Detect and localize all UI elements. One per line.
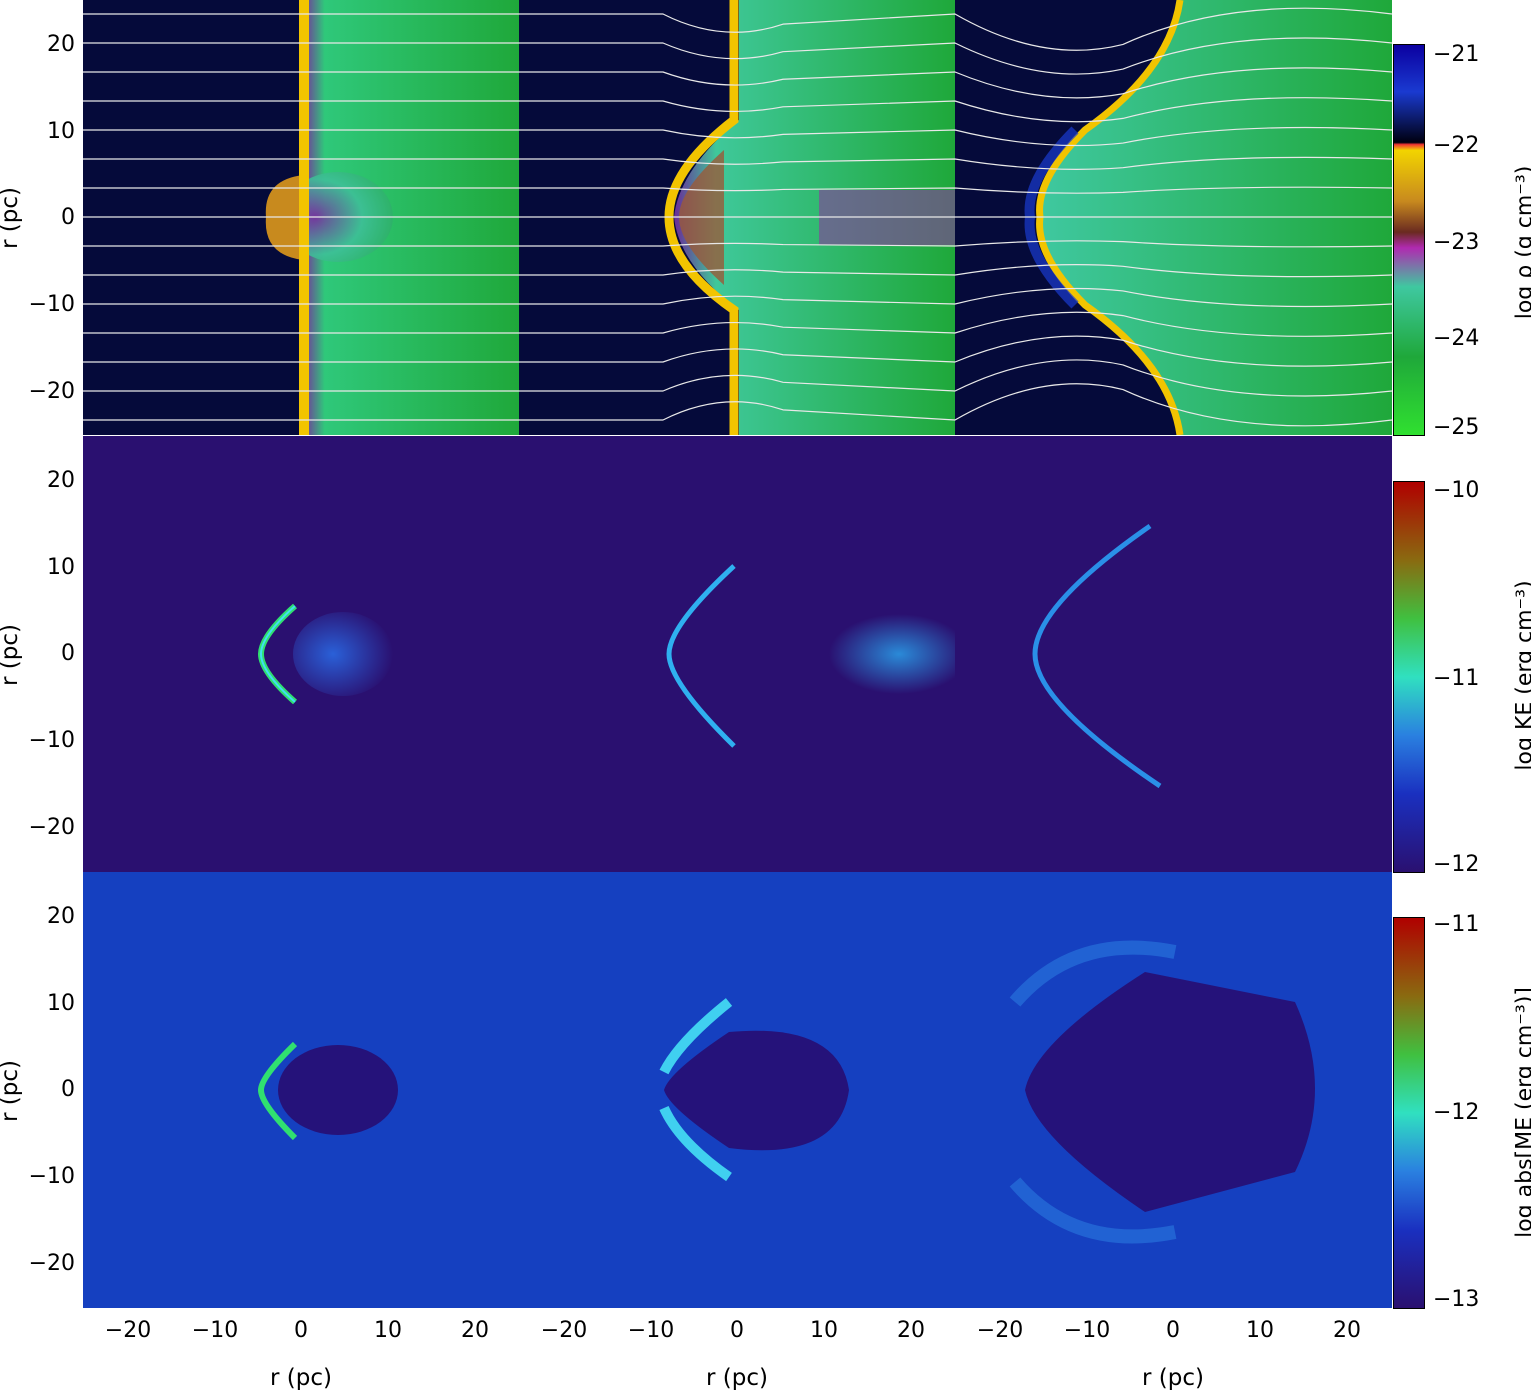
density-colorbar-label: log ρ (g cm⁻³)	[1512, 165, 1531, 320]
x-tick-label: −10	[627, 1318, 675, 1343]
me-colorbar-label: log abs[ME (erg cm⁻³)]	[1512, 987, 1531, 1238]
y-tick-label: 0	[61, 1077, 75, 1102]
x-tick-label: 10	[810, 1318, 838, 1343]
ke-colorbar-tick: −11	[1433, 666, 1480, 691]
me-colorbar-tick: −11	[1433, 912, 1480, 937]
x-tick-label: −10	[191, 1318, 239, 1343]
field-line	[83, 311, 1392, 337]
y-tick-label: 20	[47, 904, 75, 929]
density-colorbar	[1393, 44, 1425, 436]
field-line	[83, 264, 1392, 278]
x-tick-label: −20	[104, 1318, 152, 1343]
y-tick-label: −20	[28, 1251, 75, 1276]
density-colorbar-tick: −21	[1433, 42, 1480, 67]
field-line	[83, 126, 1392, 147]
density-colorbar-tick: −24	[1433, 326, 1480, 351]
x-tick-label: −10	[1063, 1318, 1111, 1343]
field-line	[83, 67, 1392, 99]
density-colorbar-tick: −23	[1433, 230, 1480, 255]
field-line	[83, 359, 1392, 397]
y-tick-label: −10	[28, 1164, 75, 1189]
field-line	[83, 335, 1392, 367]
y-tick-label: −10	[28, 292, 75, 317]
ke-panel-1	[83, 436, 519, 872]
x-tick-label: 20	[1333, 1318, 1361, 1343]
y-tick-label: 20	[47, 32, 75, 57]
field-line	[83, 186, 1392, 194]
field-line	[83, 37, 1392, 75]
ke-panel-2	[519, 436, 955, 872]
density-colorbar-tick: −22	[1433, 133, 1480, 158]
field-line	[83, 7, 1392, 51]
field-line	[83, 156, 1392, 170]
x-tick-label: 0	[1166, 1318, 1180, 1343]
y-tick-label: −10	[28, 728, 75, 753]
x-tick-label: 10	[1246, 1318, 1274, 1343]
x-tick-label: 0	[730, 1318, 744, 1343]
y-tick-label: 0	[61, 641, 75, 666]
x-tick-label: −20	[540, 1318, 588, 1343]
x-tick-label: 0	[294, 1318, 308, 1343]
y-tick-label: −20	[28, 379, 75, 404]
field-line	[83, 287, 1392, 308]
x-tick-label: −20	[976, 1318, 1024, 1343]
ke-panel-3	[955, 436, 1392, 872]
x-axis-label-col1: r (pc)	[270, 1365, 332, 1391]
field-line	[83, 97, 1392, 123]
y-tick-label: 10	[47, 119, 75, 144]
x-axis-label-col2: r (pc)	[706, 1365, 768, 1391]
magnetic-field-lines	[83, 7, 1392, 427]
y-tick-label: 0	[61, 205, 75, 230]
x-axis-label-col3: r (pc)	[1142, 1365, 1204, 1391]
me-panel-1	[83, 872, 519, 1308]
x-tick-label: 20	[897, 1318, 925, 1343]
ke-colorbar-tick: −10	[1433, 478, 1480, 503]
field-line	[83, 240, 1392, 248]
y-tick-label: 20	[47, 468, 75, 493]
ke-colorbar	[1393, 481, 1425, 873]
me-colorbar	[1393, 917, 1425, 1309]
x-tick-label: 20	[461, 1318, 489, 1343]
me-colorbar-tick: −13	[1433, 1287, 1480, 1312]
ke-colorbar-label: log KE (erg cm⁻³)	[1512, 580, 1531, 771]
ke-colorbar-tick: −12	[1433, 852, 1480, 877]
x-tick-label: 10	[374, 1318, 402, 1343]
me-colorbar-tick: −12	[1433, 1100, 1480, 1125]
field-line	[83, 383, 1392, 427]
me-panel-2	[519, 872, 955, 1308]
y-tick-label: 10	[47, 991, 75, 1016]
me-panel-3	[955, 872, 1392, 1308]
y-tick-label: −20	[28, 815, 75, 840]
y-tick-label: 10	[47, 555, 75, 580]
density-colorbar-tick: −25	[1433, 415, 1480, 440]
